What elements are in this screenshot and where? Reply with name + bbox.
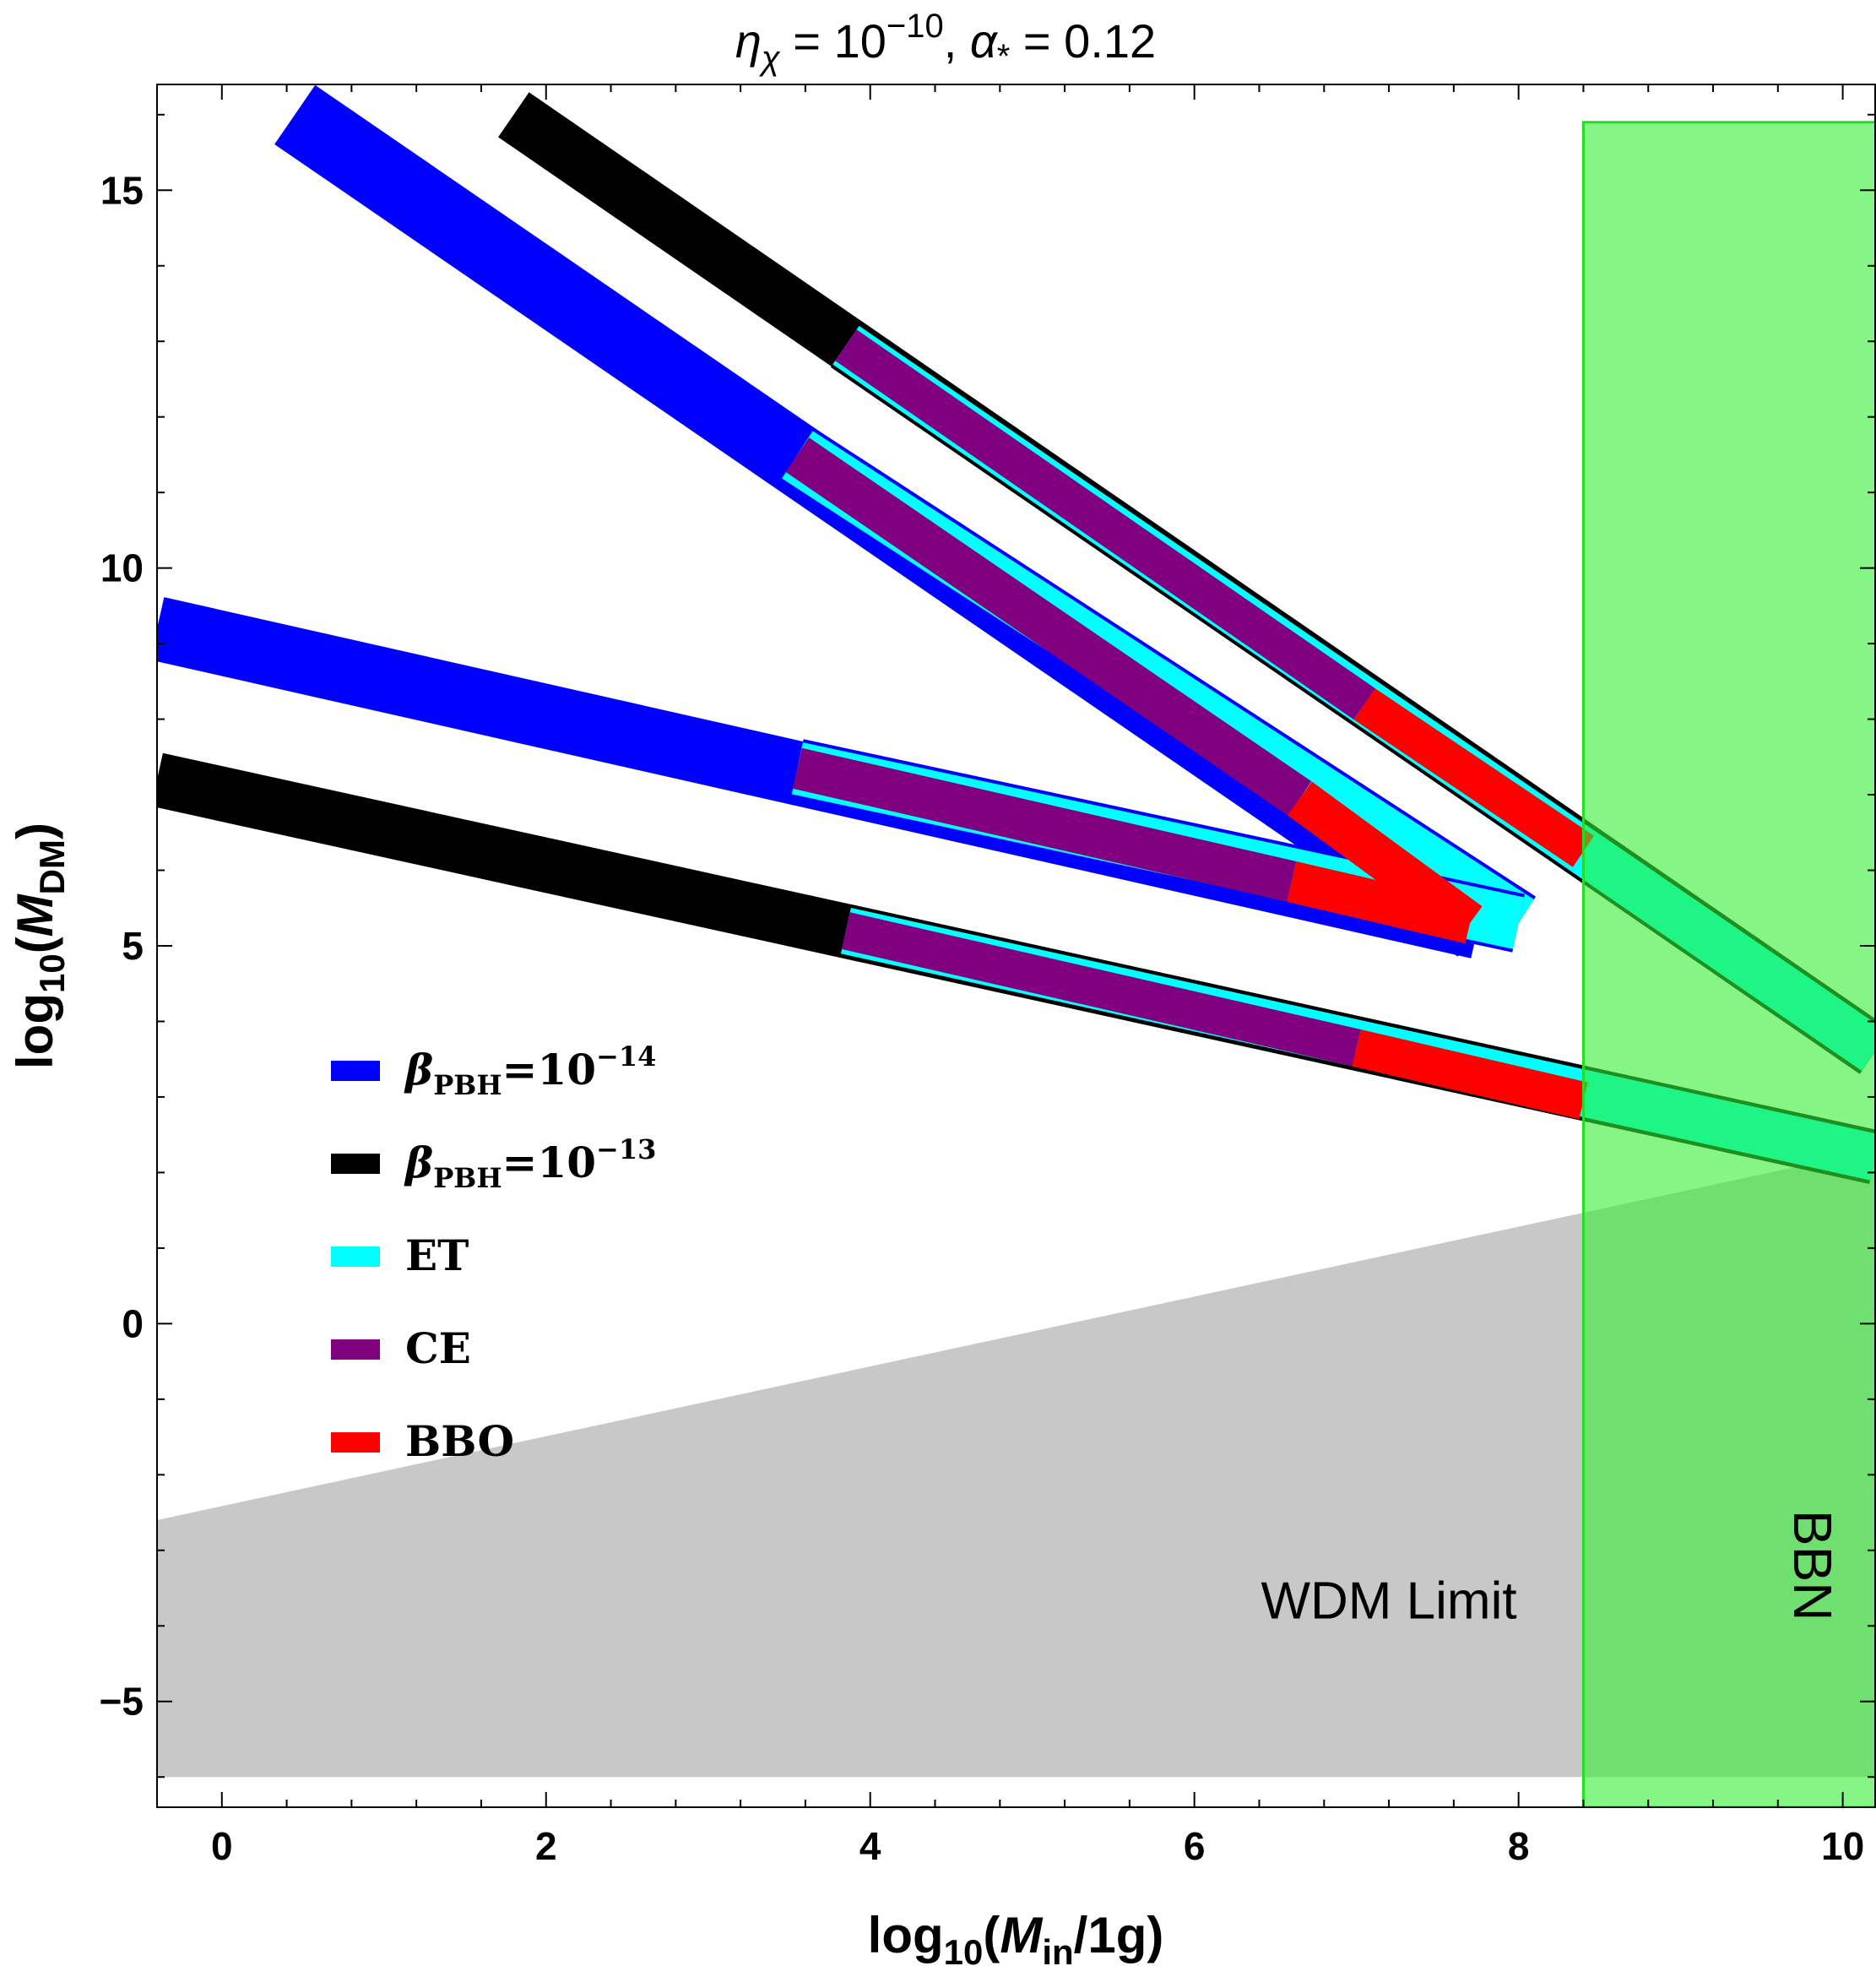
legend-swatch bbox=[331, 1154, 380, 1174]
x-tick-label: 10 bbox=[1821, 1824, 1864, 1868]
chart-title: ηχ = 10−10, α* = 0.12 bbox=[735, 8, 1156, 77]
legend-label: BBO bbox=[405, 1416, 514, 1466]
wdm-limit-label: WDM Limit bbox=[1261, 1572, 1517, 1630]
bbo-14-shallow-band bbox=[1287, 861, 1475, 944]
x-tick-label: 4 bbox=[859, 1824, 881, 1868]
legend-swatch bbox=[331, 1061, 380, 1081]
y-tick-label: 0 bbox=[122, 1301, 144, 1345]
legend: βPBH=10−14 βPBH=10−13 ET CE BBO bbox=[331, 1040, 656, 1466]
bbo-13-shallow-band bbox=[1352, 1029, 1588, 1120]
x-tick-label: 8 bbox=[1508, 1824, 1530, 1868]
plot-area: WDM Limit BBN bbox=[157, 84, 1876, 1807]
ce-14-steep-band bbox=[785, 437, 1312, 816]
bbn-label: BBN bbox=[1782, 1510, 1843, 1621]
legend-label: ET bbox=[405, 1230, 469, 1280]
x-tick-label: 0 bbox=[211, 1824, 233, 1868]
y-tick-label: 15 bbox=[100, 168, 144, 212]
x-axis-label: log10(Min/1g) bbox=[868, 1907, 1164, 1966]
axis-tick-labels: 0 2 4 6 8 10 −5 0 5 10 15 bbox=[100, 168, 1865, 1868]
legend-label: βPBH=10−13 bbox=[404, 1133, 656, 1194]
legend-label: CE bbox=[405, 1323, 471, 1373]
y-tick-label: 10 bbox=[100, 546, 144, 590]
legend-label: βPBH=10−14 bbox=[404, 1040, 656, 1101]
y-axis-label: log10(MDM) bbox=[7, 823, 72, 1069]
y-tick-label: 5 bbox=[122, 924, 144, 968]
axis-ticks bbox=[156, 84, 1875, 1807]
bbn-region bbox=[1581, 121, 1876, 1807]
ce-13-steep-band bbox=[835, 329, 1375, 720]
wdm-limit-region bbox=[157, 1149, 1875, 1778]
ce-14-shallow-band bbox=[792, 747, 1297, 902]
y-tick-label: −5 bbox=[100, 1680, 144, 1724]
legend-swatch bbox=[331, 1432, 380, 1453]
ce-13-shallow-band bbox=[841, 912, 1361, 1067]
bbo-13-steep-band bbox=[1353, 688, 1594, 867]
x-tick-label: 2 bbox=[535, 1824, 557, 1868]
x-tick-label: 6 bbox=[1184, 1824, 1206, 1868]
legend-swatch bbox=[331, 1246, 380, 1267]
legend-swatch bbox=[331, 1339, 380, 1360]
